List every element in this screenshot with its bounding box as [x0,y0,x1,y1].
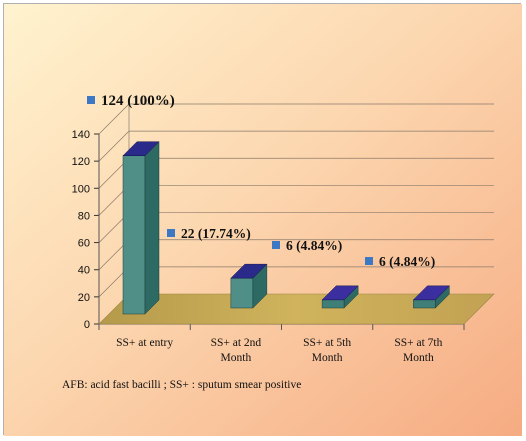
y-tick-label: 120 [72,156,90,168]
y-tick-label: 20 [78,292,90,304]
bar-side [144,141,160,315]
bar [413,299,436,309]
y-tick-label: 100 [72,183,90,195]
data-label-marker [167,229,175,237]
bars [122,141,450,315]
bar [230,277,254,309]
y-tick-labels: 0 20 40 60 80 100 120 140 [72,129,90,331]
bar-top [412,285,450,301]
x-tick-label: SS+ at entry [116,337,173,349]
y-tick-label: 140 [72,129,90,141]
gridlines [98,103,494,298]
data-label: 22 (17.74%) [181,226,251,241]
floor-plane [98,293,495,325]
x-tick-labels: SS+ at entry SS+ at 2nd Month SS+ at 5th Mon… [116,337,442,364]
x-tick-label: SS+ at 5th Month [303,337,351,364]
chart-background [4,4,522,436]
y-tick-label: 60 [78,238,90,250]
x-tick-label: SS+ at 2nd Month [211,337,262,364]
floor [98,293,495,325]
bar [321,299,345,309]
gridline-depth [98,103,130,135]
bar-top [122,141,160,156]
chart-frame: 0 20 40 60 80 100 120 140 SS+ at entry SS+ at 2n… [3,3,522,436]
bar-chart: 0 20 40 60 80 100 120 140 SS+ at entry SS+ at 2n… [4,4,522,436]
data-label-marker [87,96,95,104]
footnote: AFB: acid fast bacilli ; SS+ : sputum sm… [62,379,301,391]
bar-top [321,285,359,301]
y-tick-label: 80 [78,210,90,222]
bar-top [230,263,268,279]
data-label: 6 (4.84%) [379,254,435,269]
x-tick-label: SS+ at 7th Month [394,337,442,364]
data-labels: 124 (100%) 22 (17.74%) 6 (4.84%) 6 (4.84%) [87,93,435,269]
data-label-marker [272,241,280,249]
data-label-marker [365,257,373,265]
data-label: 124 (100%) [101,93,175,109]
y-tick-label: 0 [84,319,90,331]
bar [122,155,146,315]
gridline-depth [98,130,130,162]
y-tick-label: 40 [78,265,90,277]
data-label: 6 (4.84%) [286,238,342,253]
